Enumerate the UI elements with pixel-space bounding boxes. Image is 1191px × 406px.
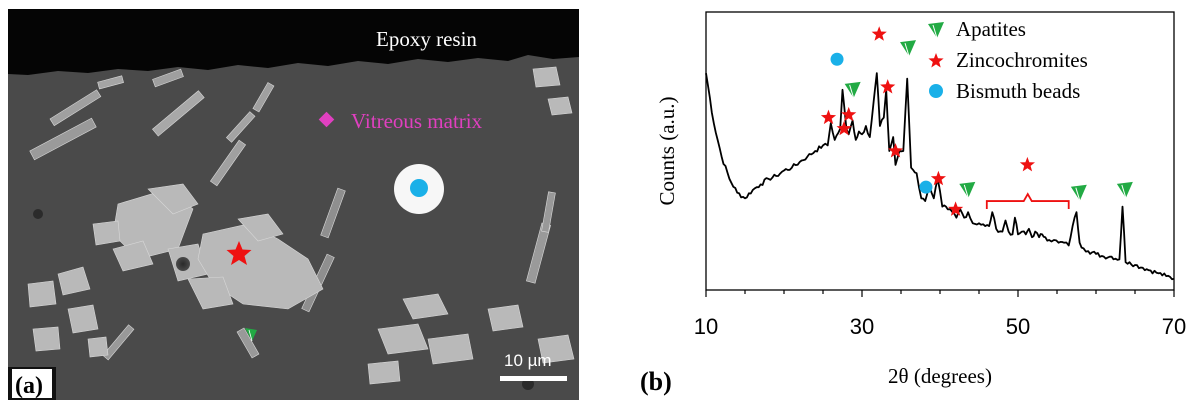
crystal-clusters [27,66,575,385]
sem-micrograph: Vitreous matrix Epoxy resin 10 µm (a) [8,9,579,400]
apatite-peak-marker [959,181,976,199]
xrd-series-line [705,72,1175,281]
legend-apatite-marker [928,22,944,39]
xrd-chart: Counts (a.u.) 2θ (degrees) 10 30 50 70 Apat… [640,11,1186,396]
panel-a-label: (a) [15,373,43,399]
bismuth-peak-marker [830,52,844,66]
vitreous-matrix-label: Vitreous matrix [351,109,483,133]
apatite-peak-marker [1070,184,1087,201]
sem-micrograph-panel: Vitreous matrix Epoxy resin 10 µm (a) [8,9,579,400]
zincochromite-peak-marker [930,170,946,186]
apatite-peak-marker [844,81,861,98]
x-axis-ticks: 10 30 50 70 [694,290,1186,339]
xrd-chart-panel: Counts (a.u.) 2θ (degrees) 10 30 50 70 Apat… [600,0,1191,401]
legend-bismuth-marker [929,84,943,98]
scale-bar-label: 10 µm [504,351,552,370]
scale-bar [500,376,567,381]
bismuth-bead-marker [410,179,428,197]
x-tick-label: 70 [1162,314,1186,339]
legend-apatite-glyph [928,22,944,39]
zincochromite-peak-marker [836,120,852,136]
epoxy-resin-region [8,9,579,75]
legend-zincochromites: Zincochromites [956,48,1088,72]
zincochromite-peak-marker [880,79,896,94]
legend-bismuth-beads: Bismuth beads [956,79,1080,103]
apatite-marker [245,328,257,342]
zincochromite-peak-marker [887,143,904,158]
x-axis-label: 2θ (degrees) [888,364,992,388]
zincochromite-bracket [985,192,1070,210]
zincochromite-peak-marker [871,26,887,41]
apatite-peak-marker [1116,181,1133,199]
plot-area [705,11,1175,291]
legend-apatites: Apatites [956,17,1026,41]
legend: Apatites Zincochromites Bismuth beads [928,17,1088,103]
panel-b-label: (b) [640,367,672,396]
x-tick-label: 50 [1006,314,1030,339]
epoxy-resin-label: Epoxy resin [376,27,477,51]
legend-star-glyph [928,53,944,68]
x-tick-label: 30 [850,314,874,339]
panel-a-label-bg [12,369,52,398]
zincochromite-peak-marker [948,201,964,216]
x-tick-label: 10 [694,314,718,339]
apatite-peak-marker [900,40,917,57]
zincochromite-peak-marker [841,106,857,122]
zincochromite-marker [226,241,252,265]
y-axis-label: Counts (a.u.) [655,96,679,205]
zincochromite-peak-marker [1019,156,1035,172]
bismuth-peak-marker [919,180,933,194]
zincochromite-peak-marker [820,109,837,125]
plot-frame [705,11,1175,291]
legend-zincochromite-marker [928,53,944,68]
